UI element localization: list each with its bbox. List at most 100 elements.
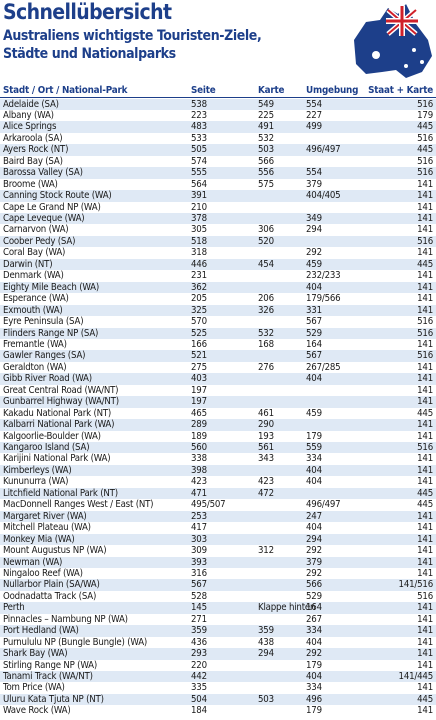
cell: Eighty Mile Beach (WA) bbox=[3, 281, 100, 293]
table-row: Kununurra (WA) 423 423 404 141 bbox=[0, 476, 436, 487]
cell: 141 bbox=[417, 533, 433, 545]
cell: 566 bbox=[258, 155, 274, 167]
table-row: Margaret River (WA) 253 247 141 bbox=[0, 510, 436, 523]
cell: 561 bbox=[258, 442, 274, 453]
cell: 570 bbox=[191, 316, 207, 328]
cell: Ningaloo Reef (WA) bbox=[3, 567, 83, 579]
cell: 529 bbox=[306, 590, 322, 602]
table-row: Stirling Range NP (WA) 220 179 141 bbox=[0, 660, 436, 671]
cell: 516 bbox=[417, 316, 433, 328]
cell: Klappe hinten bbox=[258, 602, 316, 614]
cell: 193 bbox=[258, 430, 274, 442]
cell: 393 bbox=[191, 556, 207, 568]
cell: 179 bbox=[306, 705, 322, 717]
cell: 197 bbox=[191, 396, 207, 408]
cell: Eyre Peninsula (SA) bbox=[3, 316, 84, 328]
cell: MacDonnell Ranges West / East (NT) bbox=[3, 499, 154, 511]
cell: 141 bbox=[417, 613, 433, 625]
cell: 516 bbox=[417, 132, 433, 144]
cell: 567 bbox=[306, 316, 322, 328]
cell: 303 bbox=[191, 533, 207, 545]
table-row: Geraldton (WA) 275 276 267/285 141 bbox=[0, 362, 436, 373]
table-row: Eyre Peninsula (SA) 570 567 516 bbox=[0, 316, 436, 327]
cell: 496 bbox=[306, 693, 322, 705]
table-row: Kakadu National Park (NT) 465 461 459 445 bbox=[0, 408, 436, 419]
table-row: Broome (WA) 564 575 379 141 bbox=[0, 179, 436, 190]
cell: Gibb River Road (WA) bbox=[3, 373, 92, 385]
cell: 499 bbox=[306, 121, 322, 133]
cell: 306 bbox=[258, 224, 274, 236]
cell: 343 bbox=[258, 453, 274, 465]
cell: 554 bbox=[306, 167, 322, 179]
cell: Baird Bay (SA) bbox=[3, 155, 63, 167]
cell: 529 bbox=[306, 327, 322, 339]
cell: Arkaroola (SA) bbox=[3, 132, 63, 144]
cell: Esperance (WA) bbox=[3, 293, 69, 305]
cell: 532 bbox=[258, 132, 274, 144]
cell: 141 bbox=[417, 602, 433, 614]
cell: 445 bbox=[417, 407, 433, 419]
cell: 555 bbox=[191, 167, 207, 179]
cell: 461 bbox=[258, 407, 274, 419]
table-row: Gawler Ranges (SA) 521 567 516 bbox=[0, 350, 436, 362]
cell: 503 bbox=[258, 693, 274, 705]
cell: 567 bbox=[306, 350, 322, 362]
cell: 532 bbox=[258, 327, 274, 339]
cell: 247 bbox=[306, 510, 322, 522]
table-row: Litchfield National Park (NT) 471 472 445 bbox=[0, 487, 436, 500]
cell: 423 bbox=[191, 476, 207, 488]
cell: 141 bbox=[417, 293, 433, 305]
cell: Broome (WA) bbox=[3, 178, 58, 190]
cell: 231 bbox=[191, 270, 207, 282]
table-row: Kalgoorlie-Boulder (WA) 189 193 179 141 bbox=[0, 431, 436, 442]
cell: 179/566 bbox=[306, 293, 341, 305]
cell: 292 bbox=[306, 545, 322, 557]
cell: 141 bbox=[417, 705, 433, 717]
cell: 141 bbox=[417, 625, 433, 637]
cell: 516 bbox=[417, 155, 433, 167]
cell: 516 bbox=[417, 442, 433, 453]
cell: 179 bbox=[306, 430, 322, 442]
cell: 164 bbox=[306, 338, 322, 350]
table-row: Darwin (NT) 446 454 459 445 bbox=[0, 258, 436, 271]
cell: Kimberleys (WA) bbox=[3, 464, 72, 476]
table-row: Alice Springs 483 491 499 445 bbox=[0, 121, 436, 133]
table-row: Tanami Track (WA/NT) 442 404 141/445 bbox=[0, 671, 436, 683]
cell: 316 bbox=[191, 567, 207, 579]
cell: 459 bbox=[306, 258, 322, 270]
cell: 446 bbox=[191, 258, 207, 270]
cell: 271 bbox=[191, 613, 207, 625]
cell: 516 bbox=[417, 235, 433, 247]
cell: 505 bbox=[191, 144, 207, 156]
cell: Karijini National Park (WA) bbox=[3, 453, 111, 465]
cell: 292 bbox=[306, 648, 322, 660]
cell: 334 bbox=[306, 682, 322, 694]
cell: 267 bbox=[306, 613, 322, 625]
cell: 220 bbox=[191, 659, 207, 671]
table-row: Flinders Range NP (SA) 525 532 529 516 bbox=[0, 327, 436, 339]
cell: 179 bbox=[417, 109, 433, 121]
cell: Geraldton (WA) bbox=[3, 361, 67, 373]
cell: Nullarbor Plain (SA/WA) bbox=[3, 579, 100, 591]
cell: 349 bbox=[306, 213, 322, 224]
cell: 294 bbox=[306, 224, 322, 236]
cell: 309 bbox=[191, 545, 207, 557]
cell: 338 bbox=[191, 453, 207, 465]
cell: 141 bbox=[417, 304, 433, 316]
cell: 559 bbox=[306, 442, 322, 453]
cell: 141 bbox=[417, 384, 433, 396]
cell: Uluru Kata Tjuta NP (NT) bbox=[3, 693, 104, 705]
cell: 516 bbox=[417, 327, 433, 339]
cell: 292 bbox=[306, 567, 322, 579]
cell: 404 bbox=[306, 476, 322, 488]
table-row: Esperance (WA) 205 206 179/566 141 bbox=[0, 293, 436, 304]
cell: 334 bbox=[306, 625, 322, 637]
cell: 253 bbox=[191, 510, 207, 522]
table-row: Kalbarri National Park (WA) 289 290 141 bbox=[0, 419, 436, 431]
table-row: Mount Augustus NP (WA) 309 312 292 141 bbox=[0, 545, 436, 556]
cell: 472 bbox=[258, 487, 274, 499]
cell: 141 bbox=[417, 567, 433, 579]
table-row: Baird Bay (SA) 574 566 516 bbox=[0, 156, 436, 167]
table-row: Perth 145 Klappe hinten 164 141 bbox=[0, 602, 436, 614]
